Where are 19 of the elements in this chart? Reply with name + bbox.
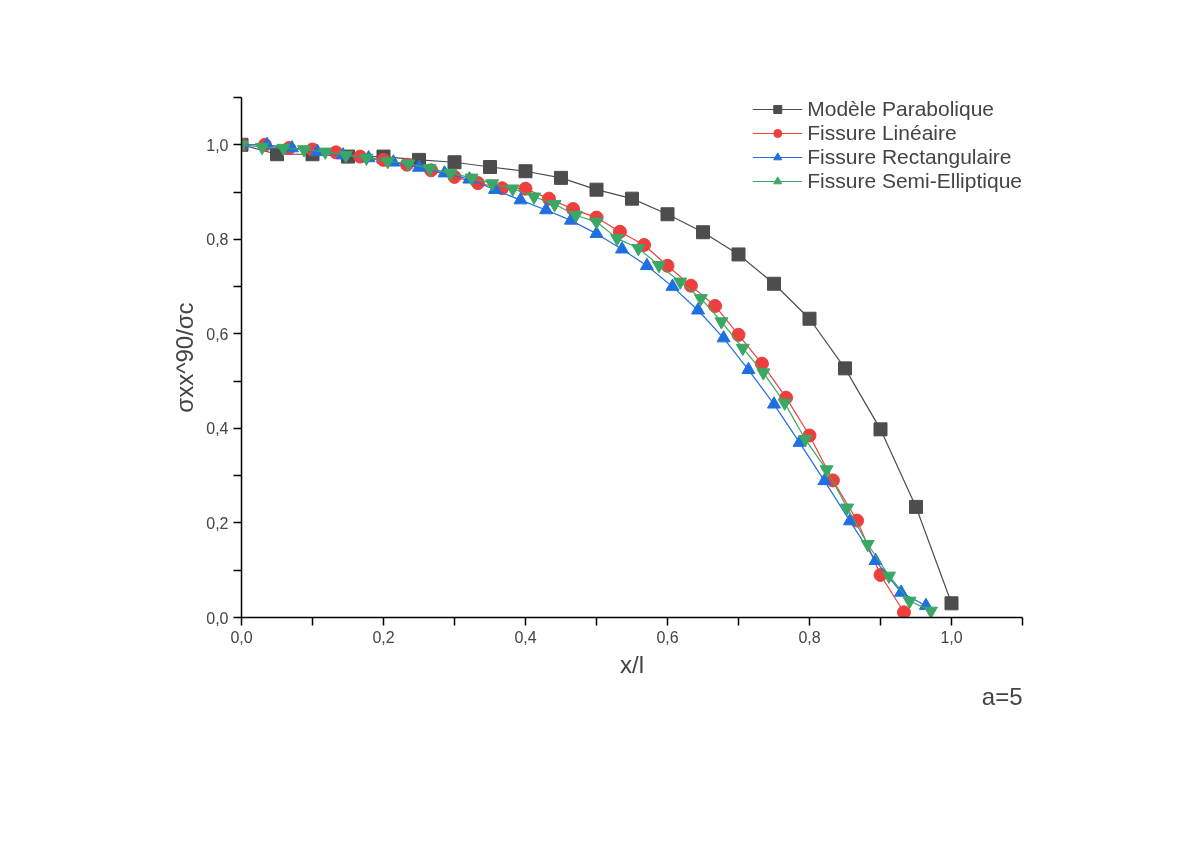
legend-label: Fissure Rectangulaire (807, 145, 1012, 169)
y-tick-label: 1,0 (206, 136, 229, 154)
text: a=5 (981, 682, 1023, 710)
legend-label: Fissure Semi-Elliptique (807, 169, 1022, 193)
x-tick-label: 0,0 (230, 628, 253, 646)
legend-label: Fissure Linéaire (807, 121, 957, 145)
y-tick-label: 0,4 (206, 420, 229, 438)
x-tick-label: 0,2 (372, 628, 395, 646)
y-tick-label: 0,0 (206, 609, 229, 627)
x-tick-label: 0,6 (656, 628, 679, 646)
y-axis-title: σxx^90/σc (171, 302, 199, 413)
x-tick-label: 1,0 (940, 628, 963, 646)
x-tick-label: 0,4 (514, 628, 537, 646)
x-tick-label: 0,8 (798, 628, 821, 646)
y-tick-label: 0,2 (206, 514, 229, 532)
legend-label: Modèle Parabolique (807, 97, 995, 121)
y-tick-label: 0,8 (206, 231, 229, 249)
x-axis-title: x/l (620, 650, 644, 678)
y-tick-label: 0,6 (206, 325, 229, 343)
